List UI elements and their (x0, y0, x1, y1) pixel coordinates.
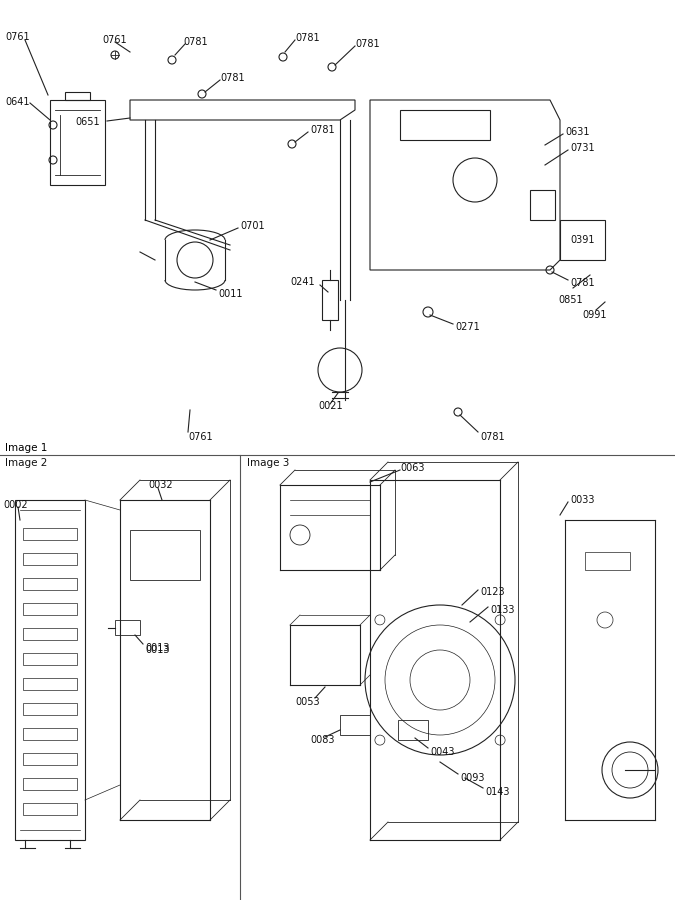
Text: 0781: 0781 (480, 432, 505, 442)
Bar (130, 530, 200, 580)
Text: Image 2: Image 2 (5, 458, 47, 468)
Bar (23, 728, 77, 740)
Bar (23, 603, 77, 615)
Bar (23, 628, 77, 640)
Bar (23, 578, 77, 590)
Text: 0761: 0761 (188, 432, 213, 442)
Text: 0781: 0781 (310, 125, 335, 135)
Text: 0781: 0781 (570, 278, 595, 288)
Text: 0013: 0013 (145, 645, 169, 655)
Text: 0143: 0143 (485, 787, 510, 797)
Text: 0631: 0631 (565, 127, 589, 137)
Text: 0032: 0032 (148, 480, 173, 490)
Bar (23, 678, 77, 690)
Text: 0033: 0033 (570, 495, 595, 505)
Text: 0701: 0701 (240, 221, 265, 231)
Bar (23, 753, 77, 765)
Text: 0761: 0761 (102, 35, 127, 45)
Text: 0271: 0271 (455, 322, 480, 332)
Bar (23, 528, 77, 540)
Text: 0053: 0053 (295, 697, 320, 707)
Text: Image 1: Image 1 (5, 443, 47, 453)
Bar (23, 703, 77, 715)
Bar (15, 500, 85, 840)
Text: 0063: 0063 (400, 463, 425, 473)
Text: 0991: 0991 (582, 310, 607, 320)
Text: 0133: 0133 (490, 605, 514, 615)
Bar (560, 220, 605, 260)
Text: 0013: 0013 (145, 643, 169, 653)
Bar (23, 778, 77, 790)
Bar (115, 620, 140, 635)
Text: 0651: 0651 (75, 117, 100, 127)
Text: 0011: 0011 (218, 289, 242, 299)
Text: 0241: 0241 (290, 277, 315, 287)
Text: 0002: 0002 (3, 500, 28, 510)
Text: Image 3: Image 3 (247, 458, 290, 468)
Bar (23, 553, 77, 565)
Text: 0731: 0731 (570, 143, 595, 153)
Bar (322, 280, 338, 320)
Bar (398, 720, 428, 740)
Text: 0043: 0043 (430, 747, 454, 757)
Text: 0781: 0781 (355, 39, 379, 49)
Text: 0641: 0641 (5, 97, 30, 107)
Bar (23, 653, 77, 665)
Text: 0781: 0781 (295, 33, 320, 43)
Bar (585, 552, 630, 570)
Text: 0851: 0851 (558, 295, 583, 305)
Text: 0083: 0083 (310, 735, 335, 745)
Text: 0093: 0093 (460, 773, 485, 783)
Text: 0781: 0781 (220, 73, 244, 83)
Bar (340, 715, 370, 735)
Text: 0761: 0761 (5, 32, 30, 42)
Text: 0021: 0021 (318, 401, 343, 411)
Text: 0391: 0391 (570, 235, 595, 245)
Text: 0781: 0781 (183, 37, 208, 47)
Text: 0123: 0123 (480, 587, 505, 597)
Bar (23, 803, 77, 815)
